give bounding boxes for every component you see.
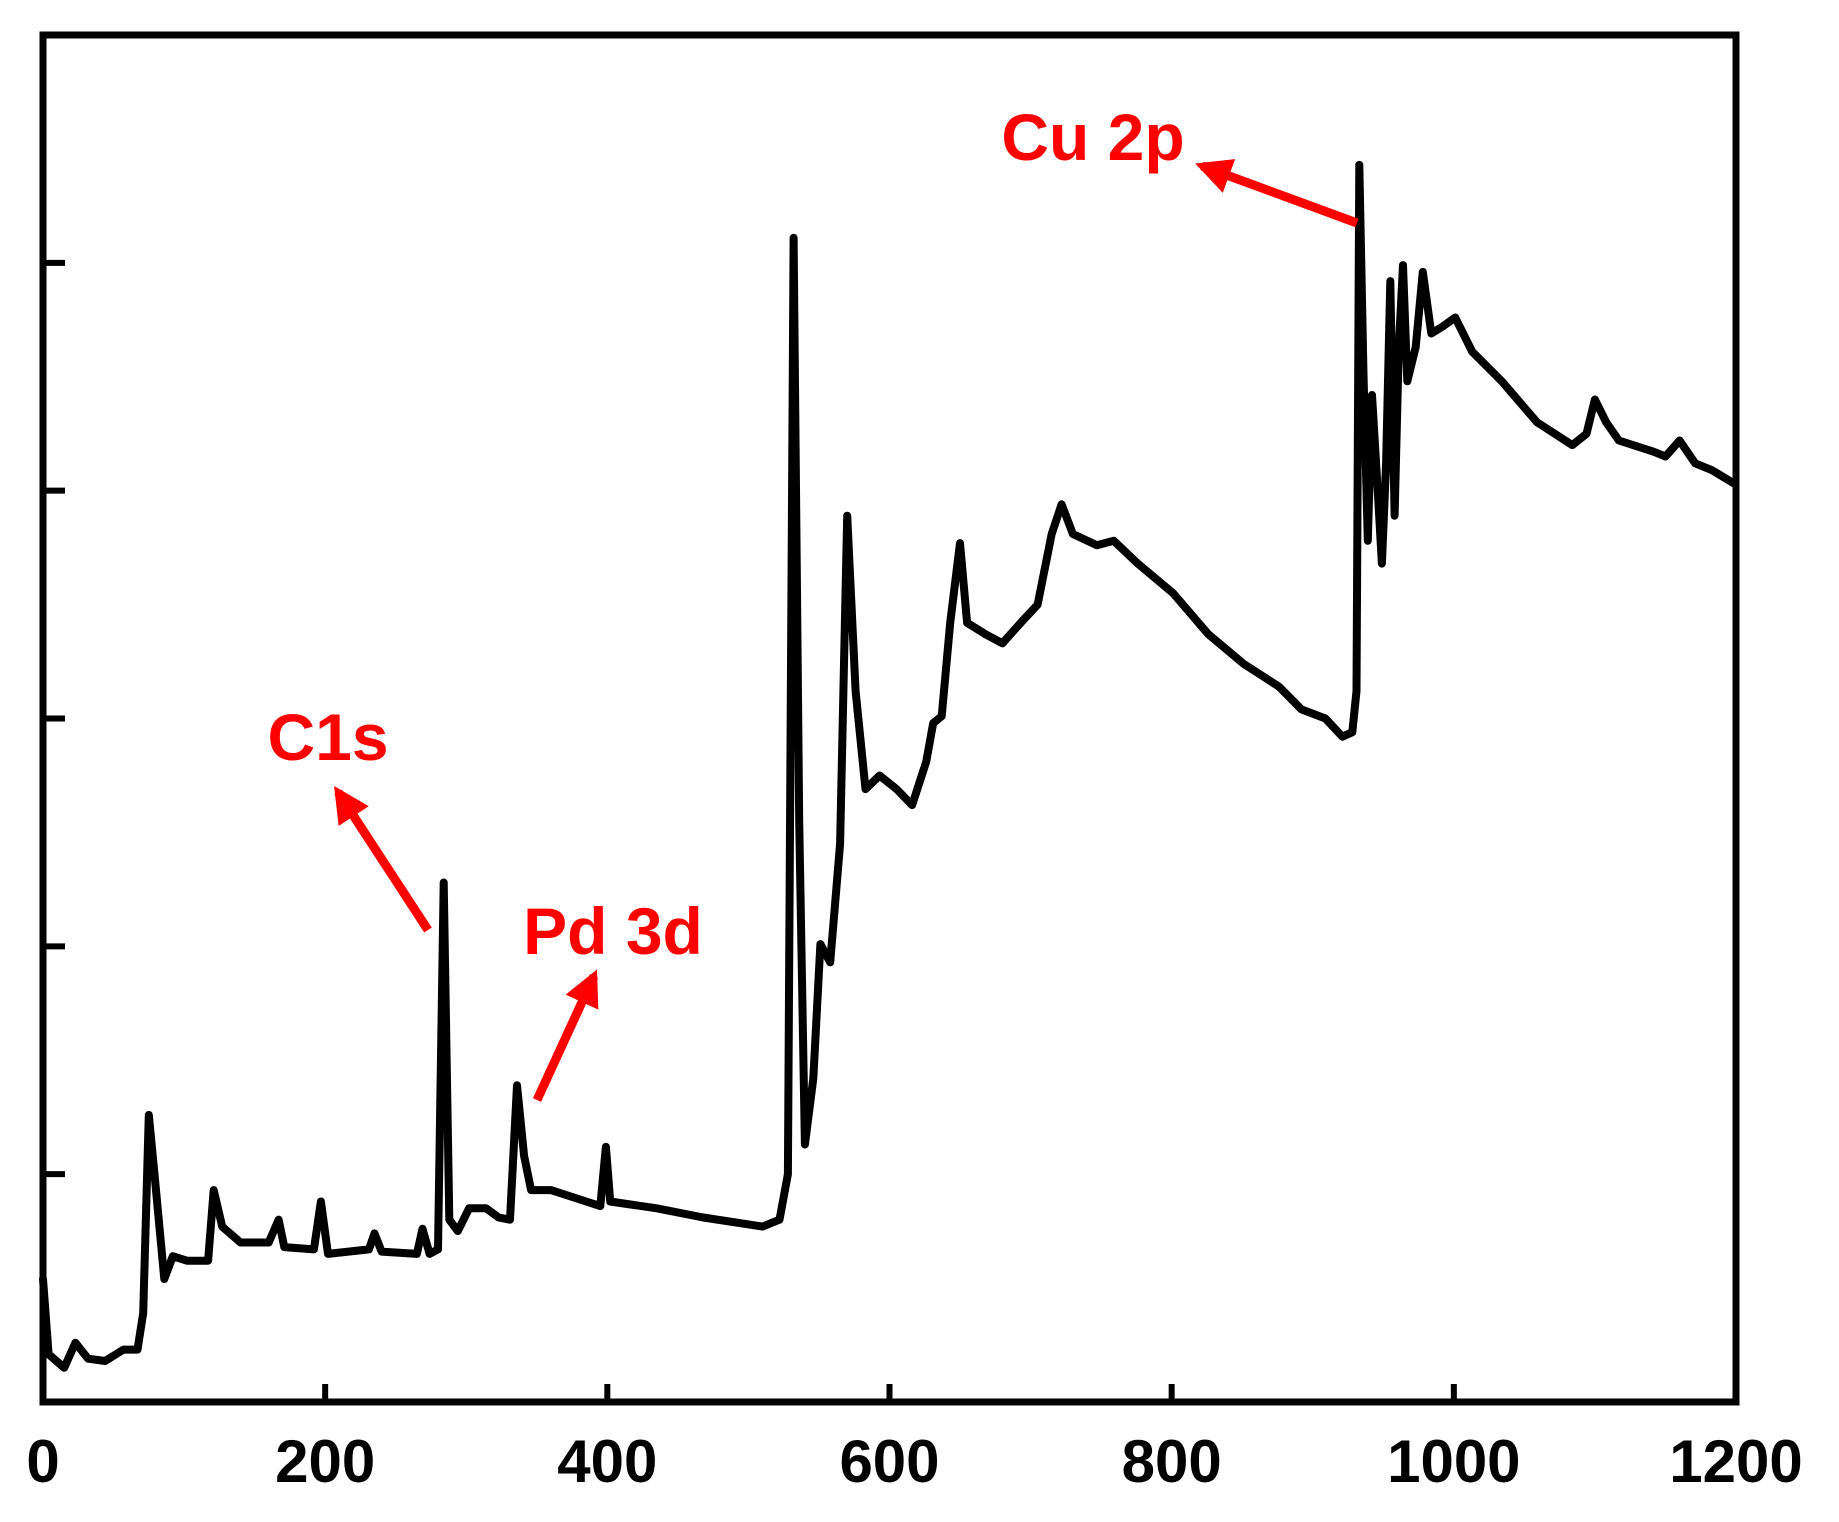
x-tick-label: 0 xyxy=(26,1428,59,1495)
x-tick-label: 1000 xyxy=(1387,1428,1520,1495)
annotation-arrow xyxy=(1195,159,1359,228)
x-tick-label: 600 xyxy=(839,1428,939,1495)
x-tick-label: 400 xyxy=(557,1428,657,1495)
x-tick-label: 1200 xyxy=(1669,1428,1802,1495)
x-tick-label: 800 xyxy=(1122,1428,1222,1495)
annotation: C1s xyxy=(267,700,388,774)
plot-area xyxy=(39,160,1739,1372)
annotation-arrow xyxy=(532,969,599,1102)
annotation-arrow xyxy=(334,785,432,933)
data-line xyxy=(39,160,1739,1372)
annotation: Pd 3d xyxy=(523,894,703,968)
x-tick-label: 200 xyxy=(275,1428,375,1495)
annotation: Cu 2p xyxy=(1001,100,1184,174)
